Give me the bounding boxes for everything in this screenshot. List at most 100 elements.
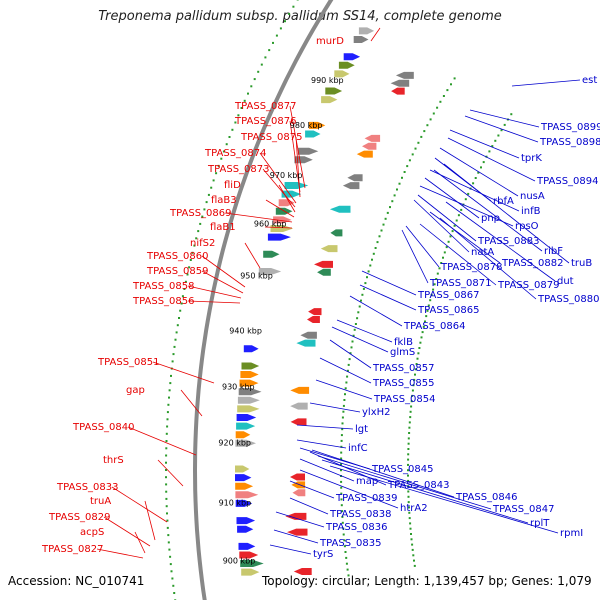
forward-gene-label[interactable]: glmS (390, 347, 415, 358)
reverse-gene-label[interactable]: murD (316, 36, 344, 47)
forward-gene-label[interactable]: ylxH2 (362, 407, 391, 418)
reverse-gene-glyph (296, 339, 316, 347)
reverse-gene-label[interactable]: TPASS_0859 (146, 266, 208, 277)
gc-dot-outer (427, 304, 430, 307)
forward-gene-label[interactable]: TPASS_0836 (325, 522, 387, 533)
gc-dot-middle (350, 346, 353, 349)
forward-gene-label[interactable]: TPASS_0847 (492, 504, 554, 515)
gc-dot-outer (453, 224, 456, 227)
reverse-gene-label[interactable]: TPASS_0860 (146, 251, 208, 262)
reverse-gene-label[interactable]: TPASS_0875 (240, 132, 302, 143)
reverse-gene-label[interactable]: flaB3 (211, 195, 237, 206)
forward-gene-label[interactable]: tprK (521, 153, 542, 164)
reverse-gene-label[interactable]: TPASS_0856 (132, 296, 194, 307)
forward-gene-label[interactable]: infB (521, 206, 541, 217)
forward-gene-label[interactable]: rpsO (515, 221, 539, 232)
forward-gene-glyph (358, 27, 375, 35)
forward-gene-label[interactable]: truB (571, 258, 592, 269)
forward-gene-label[interactable]: pnp (481, 213, 500, 224)
forward-gene-label[interactable]: infC (348, 443, 368, 454)
reverse-gene-label[interactable]: TPASS_0829 (48, 512, 110, 523)
forward-gene-label[interactable]: TPASS_0883 (477, 236, 539, 247)
reverse-gene-label[interactable]: TPASS_0876 (234, 116, 296, 127)
gc-dot-middle (352, 334, 355, 337)
forward-label-connector (296, 424, 354, 430)
forward-gene-label[interactable]: est (582, 75, 597, 86)
reverse-gene-label[interactable]: TPASS_0873 (207, 164, 269, 175)
forward-gene-label[interactable]: TPASS_0846 (455, 492, 517, 503)
reverse-gene-label[interactable]: acpS (80, 527, 104, 538)
forward-gene-label[interactable]: fklB (394, 337, 413, 348)
forward-gene-label[interactable]: lgt (355, 424, 368, 435)
forward-gene-label[interactable]: TPASS_0838 (329, 509, 391, 520)
forward-gene-label[interactable]: TPASS_0857 (372, 363, 434, 374)
forward-gene-label[interactable]: dut (557, 276, 574, 287)
gc-dot-inner (247, 92, 249, 95)
forward-gene-label[interactable]: TPASS_0871 (429, 278, 491, 289)
gc-dot-outer (407, 474, 409, 477)
reverse-gene-label[interactable]: TPASS_0869 (169, 208, 231, 219)
gc-dot-outer (413, 564, 416, 567)
reverse-gene-label[interactable]: TPASS_0833 (56, 482, 118, 493)
reverse-gene-label[interactable]: truA (90, 496, 111, 507)
forward-gene-label[interactable]: TPASS_0867 (417, 290, 479, 301)
gc-dot-outer (410, 405, 413, 408)
forward-gene-label[interactable]: TPASS_0843 (387, 480, 449, 491)
gc-dot-middle (408, 159, 411, 162)
forward-gene-glyph (297, 147, 319, 155)
forward-gene-label[interactable]: TPASS_0880 (537, 294, 599, 305)
forward-gene-label[interactable]: TPASS_0835 (319, 538, 381, 549)
gc-dot-inner (257, 70, 260, 73)
gc-dot-outer (408, 421, 411, 424)
gc-dot-outer (424, 320, 426, 323)
forward-gene-label[interactable]: rpmI (560, 528, 583, 539)
gc-dot-outer (410, 400, 413, 403)
gc-dot-outer (460, 208, 463, 211)
reverse-gene-label[interactable]: TPASS_0858 (132, 281, 194, 292)
accession-label: Accession: NC_010741 (8, 574, 145, 588)
forward-gene-label[interactable]: TPASS_0882 (501, 258, 563, 269)
forward-gene-label[interactable]: TPASS_0898 (539, 137, 600, 148)
forward-gene-label[interactable]: TPASS_0865 (417, 305, 479, 316)
reverse-gene-label[interactable]: TPASS_0840 (72, 422, 134, 433)
forward-gene-label[interactable]: ribF (544, 246, 563, 257)
forward-gene-label[interactable]: TPASS_0839 (335, 493, 397, 504)
forward-gene-label[interactable]: TPASS_0854 (373, 394, 435, 405)
reverse-gene-label[interactable]: thrS (103, 455, 124, 466)
gc-dot-middle (391, 200, 394, 203)
gc-dot-inner (170, 374, 172, 377)
forward-gene-label[interactable]: TPASS_0879 (497, 280, 559, 291)
reverse-gene-label[interactable]: fliD (224, 180, 241, 191)
forward-gene-glyph (235, 482, 254, 490)
forward-gene-label[interactable]: TPASS_0899 (540, 122, 600, 133)
gc-dot-outer (407, 453, 410, 456)
forward-gene-label[interactable]: rplT (530, 518, 550, 529)
forward-gene-glyph (236, 414, 257, 421)
forward-gene-label[interactable]: nusA (520, 191, 545, 202)
forward-gene-label[interactable]: map (356, 476, 378, 487)
reverse-gene-label[interactable]: TPASS_0874 (204, 148, 266, 159)
reverse-gene-label[interactable]: flaB1 (210, 222, 236, 233)
forward-gene-label[interactable]: tyrS (313, 549, 333, 560)
gc-dot-outer (449, 235, 452, 238)
reverse-gene-label[interactable]: TPASS_0827 (41, 544, 103, 555)
reverse-gene-label[interactable]: TPASS_0851 (97, 357, 159, 368)
forward-gene-label[interactable]: TPASS_0855 (372, 378, 434, 389)
gc-dot-middle (348, 358, 351, 361)
reverse-gene-label[interactable]: gap (126, 385, 145, 396)
forward-label-connector (424, 177, 480, 219)
kbp-tick-label: 920 kbp (218, 439, 251, 448)
forward-gene-label[interactable]: natA (471, 247, 494, 258)
forward-gene-label[interactable]: htrA2 (400, 503, 428, 514)
gc-dot-outer (411, 389, 414, 392)
reverse-gene-glyph (364, 134, 381, 142)
reverse-gene-label[interactable]: nifS2 (190, 238, 215, 249)
reverse-gene-label[interactable]: TPASS_0877 (234, 101, 296, 112)
forward-gene-label[interactable]: TPASS_0845 (371, 464, 433, 475)
gc-dot-inner (166, 519, 169, 522)
forward-gene-glyph (241, 362, 260, 370)
forward-gene-label[interactable]: TPASS_0894 (536, 176, 598, 187)
forward-gene-label[interactable]: TPASS_0864 (403, 321, 465, 332)
forward-gene-label[interactable]: TPASS_0878 (440, 262, 502, 273)
forward-gene-label[interactable]: rbfA (493, 196, 514, 207)
